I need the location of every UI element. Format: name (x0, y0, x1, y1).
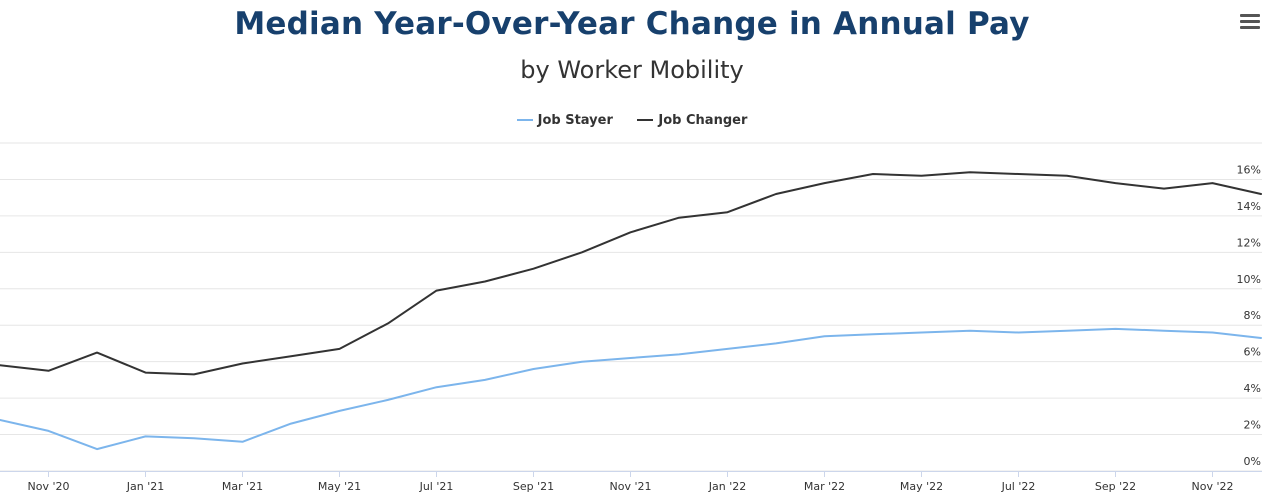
x-tick-label: May '21 (318, 480, 361, 493)
y-tick-label: 0% (1244, 455, 1261, 468)
y-tick-label: 10% (1237, 273, 1261, 286)
legend-item-job-stayer[interactable]: Job Stayer (516, 112, 613, 128)
hamburger-menu-icon[interactable] (1240, 14, 1260, 32)
x-tick-label: Jul '22 (1001, 480, 1036, 493)
chart-legend: Job Stayer Job Changer (0, 110, 1264, 128)
y-tick-label: 12% (1237, 236, 1261, 249)
legend-label-job-stayer: Job Stayer (537, 112, 613, 128)
x-tick-label: Mar '21 (222, 480, 263, 493)
x-tick-label: Mar '22 (804, 480, 845, 493)
series-line-job-changer[interactable] (0, 171, 1262, 376)
x-tick-label: Jan '21 (126, 480, 164, 493)
y-axis: 0% 2% 4% 6% 8% 10% 12% 14% 16% (1237, 163, 1261, 468)
x-tick-label: Nov '22 (1192, 480, 1234, 493)
x-tick-label: Sep '22 (1095, 480, 1136, 493)
chart-subtitle: by Worker Mobility (520, 56, 744, 84)
legend-item-job-changer[interactable]: Job Changer (637, 113, 747, 128)
legend-swatch-job-stayer (516, 119, 533, 121)
y-tick-label: 16% (1237, 163, 1261, 176)
x-axis: Nov '20 Jan '21 Mar '21 May '21 Jul '21 Sep '… (0, 471, 1262, 493)
x-tick-label: Nov '20 (28, 480, 70, 493)
x-tick-label: Jul '21 (419, 480, 454, 493)
chart-title: Median Year-Over-Year Change in Annual P… (234, 6, 1030, 42)
series-lines (0, 171, 1262, 451)
x-tick-label: Jan '22 (708, 480, 746, 493)
y-tick-label: 4% (1244, 382, 1261, 395)
x-tick-label: May '22 (900, 480, 943, 493)
y-tick-label: 14% (1237, 200, 1261, 213)
x-tick-label: Sep '21 (513, 480, 554, 493)
y-tick-label: 8% (1244, 309, 1261, 322)
grid-lines (0, 142, 1262, 472)
y-tick-label: 2% (1244, 419, 1261, 432)
y-tick-label: 6% (1244, 346, 1261, 359)
series-line-job-stayer[interactable] (0, 327, 1262, 451)
x-tick-label: Nov '21 (610, 480, 652, 493)
legend-label-job-changer: Job Changer (658, 112, 748, 128)
legend-swatch-job-changer (637, 119, 654, 121)
